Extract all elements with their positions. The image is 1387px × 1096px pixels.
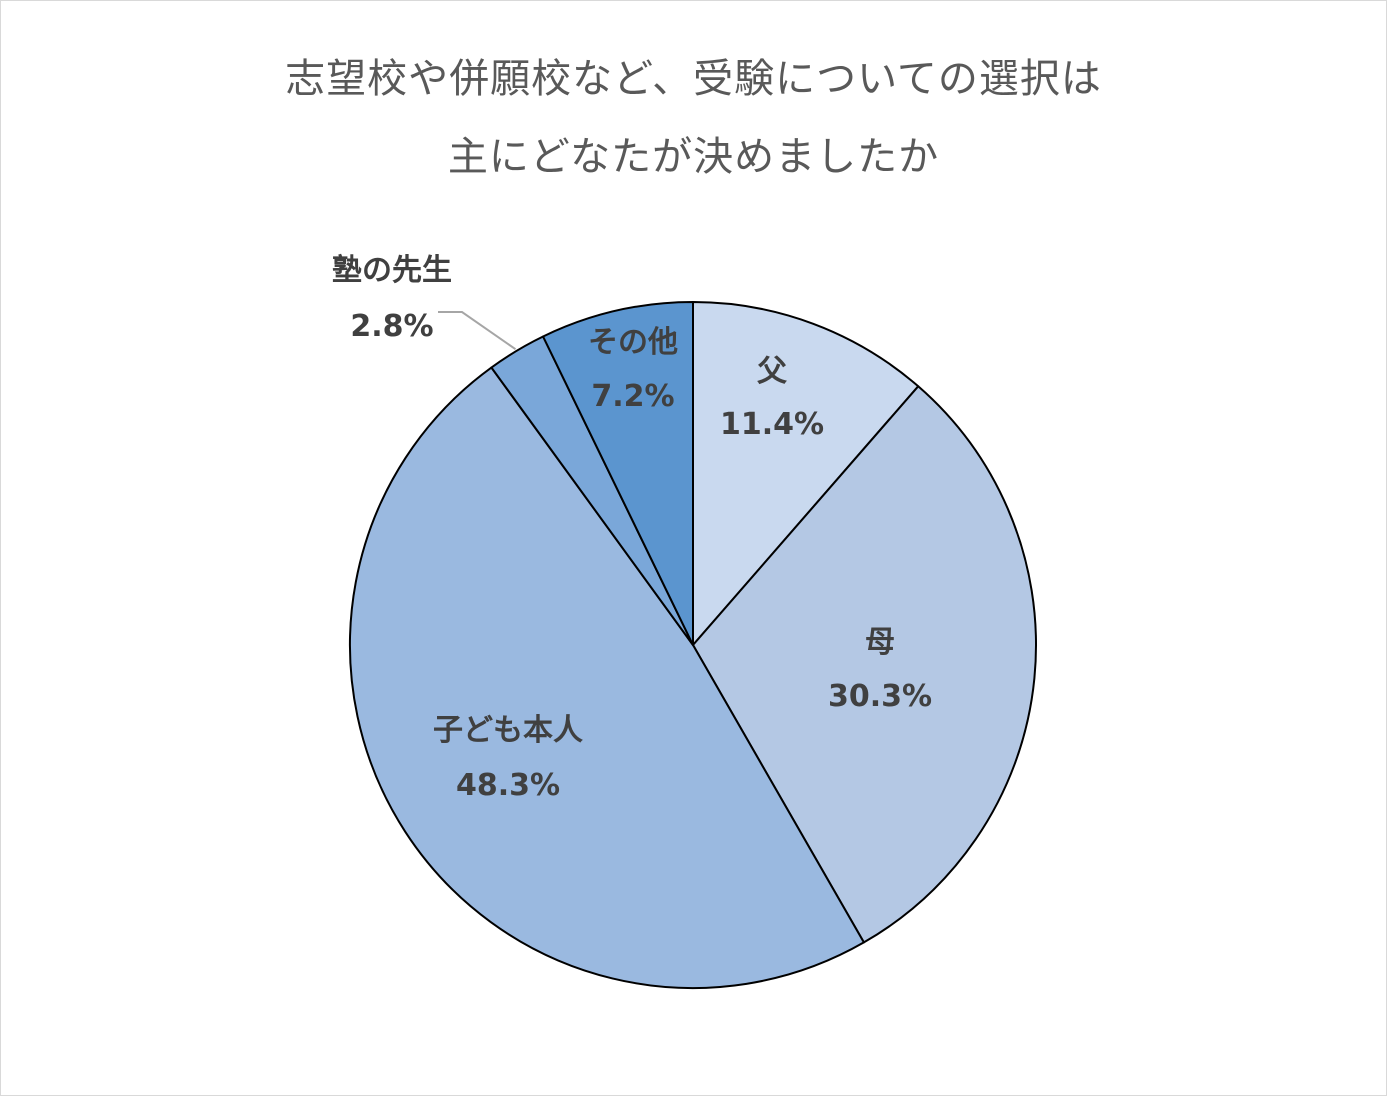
pie-slice-3 xyxy=(348,366,865,989)
slice-category-label-1: 父 xyxy=(757,354,787,389)
chart-title-line-1: 志望校や併願校など、受験についての選択は xyxy=(285,56,1102,102)
leader-line-4 xyxy=(438,311,517,351)
slice-value-label-2: 30.3% xyxy=(828,679,932,714)
pie-slice-5 xyxy=(542,301,694,646)
pie-leader-lines xyxy=(438,311,517,351)
pie-slice-2 xyxy=(692,385,1037,944)
slice-category-label-2: 母 xyxy=(865,625,895,660)
slice-category-label-4: 塾の先生 xyxy=(332,253,452,288)
pie-slices xyxy=(348,301,1037,989)
slice-value-label-1: 11.4% xyxy=(720,407,824,442)
chart-title: 志望校や併願校など、受験についての選択は 主にどなたが決めましたか xyxy=(0,40,1387,196)
slice-value-label-5: 7.2% xyxy=(591,379,674,414)
chart-title-line-2: 主にどなたが決めましたか xyxy=(447,134,940,180)
pie-labels: 父 11.4% 母 30.3% 子ども本人 48.3% 塾の先生 2.8% その他 7.2% xyxy=(332,253,932,803)
pie-slice-1 xyxy=(692,301,920,646)
slice-category-label-5: その他 xyxy=(588,325,678,360)
slice-category-label-3: 子ども本人 xyxy=(433,713,583,748)
slice-value-label-4: 2.8% xyxy=(350,309,433,344)
slice-value-label-3: 48.3% xyxy=(456,768,560,803)
